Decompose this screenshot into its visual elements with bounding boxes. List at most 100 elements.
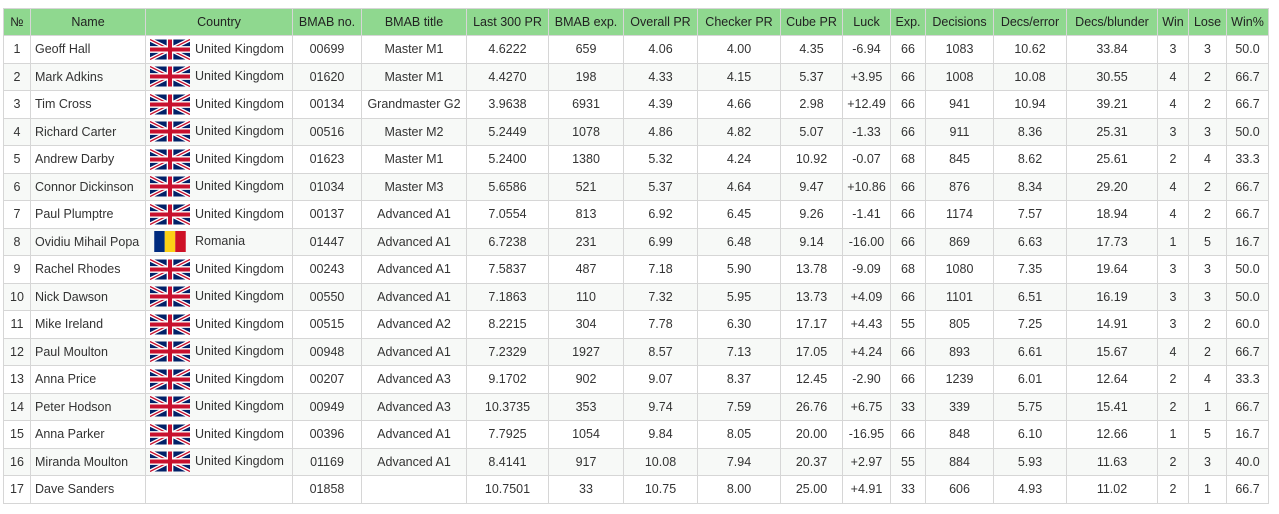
table-cell: 353 xyxy=(548,392,624,421)
cell-text: 3 xyxy=(1169,262,1177,277)
table-cell: -1.33 xyxy=(842,117,891,146)
table-cell: +10.86 xyxy=(842,172,891,201)
cell-text: 66.7 xyxy=(1235,482,1260,497)
table-cell: 3 xyxy=(1188,447,1227,476)
table-cell: 339 xyxy=(925,392,994,421)
cell-text: 2 xyxy=(1204,344,1211,359)
flag-icon xyxy=(149,64,191,89)
table-cell: -1.41 xyxy=(842,200,891,229)
cell-text: Richard Carter xyxy=(35,124,117,139)
cell-text: 10.75 xyxy=(644,482,677,497)
table-row: 12 Paul Moulton United Kingdom 00948 Advance… xyxy=(3,337,1269,366)
cell-text: 33 xyxy=(901,399,915,414)
cell-text: 11 xyxy=(10,317,24,332)
cell-text: 4 xyxy=(1169,179,1177,194)
cell-text: 66 xyxy=(901,69,915,84)
cell-text: 6.61 xyxy=(1017,344,1043,359)
cell-text: 5.37 xyxy=(799,69,824,84)
cell-text: 7.1863 xyxy=(488,289,527,304)
table-cell: 10.3735 xyxy=(466,392,549,421)
table-cell: United Kingdom xyxy=(145,90,293,119)
table-cell: 2 xyxy=(1157,475,1189,504)
cell-text: Master M1 xyxy=(384,69,444,84)
column-header: Country xyxy=(145,8,293,36)
cell-text: 68 xyxy=(901,152,915,167)
table-cell: 66 xyxy=(890,282,926,311)
table-cell: 33 xyxy=(548,475,624,504)
column-header: Win xyxy=(1157,8,1189,36)
table-cell: 66.7 xyxy=(1226,200,1269,229)
cell-text: 17.73 xyxy=(1096,234,1128,249)
table-row: 11 Mike Ireland United Kingdom 00515 Advance… xyxy=(3,310,1269,339)
table-cell: 66 xyxy=(890,337,926,366)
table-cell: 10 xyxy=(3,282,31,311)
cell-text: 2 xyxy=(1204,69,1211,84)
table-cell: 6.48 xyxy=(697,227,781,256)
cell-text: Dave Sanders xyxy=(35,482,115,497)
table-cell: United Kingdom xyxy=(145,337,293,366)
table-cell: 00134 xyxy=(292,90,362,119)
table-cell: Master M1 xyxy=(361,35,467,64)
table-cell: 15.67 xyxy=(1066,337,1158,366)
table-cell: United Kingdom xyxy=(145,310,293,339)
table-cell: Advanced A1 xyxy=(361,420,467,449)
cell-text: 848 xyxy=(949,427,970,442)
table-cell: Nick Dawson xyxy=(30,282,146,311)
cell-text: 20.37 xyxy=(795,454,828,469)
table-cell: 1 xyxy=(1157,420,1189,449)
table-cell: 1174 xyxy=(925,200,994,229)
column-header: № xyxy=(3,8,31,36)
flag-icon xyxy=(149,449,191,474)
cell-text: 66.7 xyxy=(1235,97,1260,112)
cell-text: 9.47 xyxy=(799,179,824,194)
cell-text: 1927 xyxy=(572,344,600,359)
table-cell: 6.63 xyxy=(993,227,1067,256)
table-cell: 3 xyxy=(1157,35,1189,64)
cell-text: 8.05 xyxy=(726,427,752,442)
table-cell: United Kingdom xyxy=(145,392,293,421)
table-row: 17 Dave Sanders 01858 10.7501 33 10.75 8.00 25.… xyxy=(3,475,1269,504)
table-cell: 8.05 xyxy=(697,420,781,449)
cell-text: 941 xyxy=(949,97,970,112)
table-cell: 2.98 xyxy=(780,90,843,119)
cell-text: 4 xyxy=(1169,97,1177,112)
flag-icon xyxy=(149,37,191,62)
table-cell: 12.45 xyxy=(780,365,843,394)
table-cell: 10.08 xyxy=(993,62,1067,91)
cell-text: 5 xyxy=(13,152,21,167)
cell-text: 1 xyxy=(1169,427,1177,442)
table-cell: 7.59 xyxy=(697,392,781,421)
table-cell: 8.2215 xyxy=(466,310,549,339)
table-cell: 15 xyxy=(3,420,31,449)
table-cell: 4.33 xyxy=(623,62,698,91)
cell-text: 30.55 xyxy=(1096,69,1128,84)
cell-text: 7.18 xyxy=(648,262,673,277)
cell-text: +3.95 xyxy=(850,69,883,84)
cell-text: 5.95 xyxy=(726,289,752,304)
cell-text: 14 xyxy=(10,399,24,414)
table-cell: 66.7 xyxy=(1226,90,1269,119)
table-cell: 1927 xyxy=(548,337,624,366)
table-cell: 6.7238 xyxy=(466,227,549,256)
table-row: 5 Andrew Darby United Kingdom 01623 Master M… xyxy=(3,145,1269,174)
cell-text: 00516 xyxy=(309,124,345,139)
cell-text: 1078 xyxy=(572,124,600,139)
table-cell: 9 xyxy=(3,255,31,284)
table-cell: 66.7 xyxy=(1226,392,1269,421)
table-cell: 8.62 xyxy=(993,145,1067,174)
table-cell: 4.00 xyxy=(697,35,781,64)
cell-text: 12.66 xyxy=(1096,427,1128,442)
table-cell: 4 xyxy=(1157,172,1189,201)
cell-text: 869 xyxy=(949,234,970,249)
cell-text: Paul Moulton xyxy=(35,344,108,359)
table-cell: 4 xyxy=(1157,62,1189,91)
table-cell: Anna Parker xyxy=(30,420,146,449)
table-cell: 50.0 xyxy=(1226,117,1269,146)
table-cell: 4 xyxy=(3,117,31,146)
table-cell: 911 xyxy=(925,117,994,146)
table-cell: 1008 xyxy=(925,62,994,91)
table-cell: 6.99 xyxy=(623,227,698,256)
cell-text: 40.0 xyxy=(1235,454,1260,469)
table-cell: 11 xyxy=(3,310,31,339)
